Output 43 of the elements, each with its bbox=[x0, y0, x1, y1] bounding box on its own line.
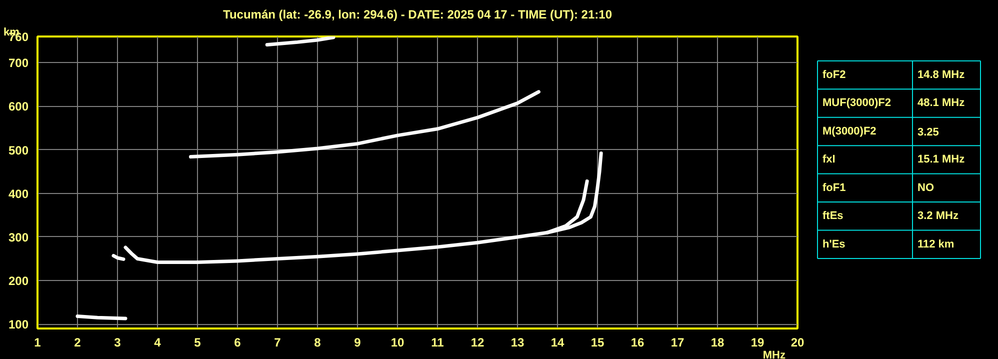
x-tick-label: 19 bbox=[750, 336, 764, 350]
x-tick-label: 20 bbox=[790, 336, 804, 350]
text: 112 km bbox=[918, 238, 954, 250]
x-tick-label: 3 bbox=[114, 336, 122, 350]
x-tick-label: 9 bbox=[354, 336, 362, 350]
x-tick-label: 15 bbox=[590, 336, 604, 350]
category-label: foF1 bbox=[822, 182, 846, 194]
x-tick-label: 5 bbox=[194, 336, 202, 350]
text: 3.25 bbox=[918, 126, 939, 138]
x-tick-label: 10 bbox=[390, 336, 404, 350]
y-tick-label: 300 bbox=[8, 230, 29, 244]
category-label: MUF(3000)F2 bbox=[822, 97, 891, 110]
category-label: h'Es bbox=[822, 238, 846, 250]
y-tick-label: 700 bbox=[8, 56, 29, 70]
category-label: M(3000)F2 bbox=[822, 125, 876, 138]
x-tick-label: 1 bbox=[34, 336, 42, 350]
y-tick-label: 400 bbox=[8, 186, 29, 201]
x-tick-label: 16 bbox=[630, 336, 644, 350]
x-tick-label: 4 bbox=[154, 336, 162, 350]
x-tick-label: 6 bbox=[234, 336, 242, 350]
text: 15.1 MHz bbox=[918, 154, 966, 166]
x-tick-label: 17 bbox=[670, 336, 684, 350]
category-label: ftEs bbox=[822, 210, 844, 222]
x-axis-title: MHz bbox=[762, 350, 786, 359]
x-tick-label: 13 bbox=[510, 336, 524, 350]
y-tick-label: 200 bbox=[8, 274, 29, 288]
x-tick-label: 2 bbox=[74, 336, 82, 350]
category-label: foF2 bbox=[822, 69, 846, 82]
text: 14.8 MHz bbox=[918, 69, 966, 82]
text: NO bbox=[918, 182, 934, 194]
x-tick-label: 8 bbox=[314, 336, 322, 350]
text: 3.2 MHz bbox=[918, 210, 959, 222]
text: 48.1 MHz bbox=[918, 97, 966, 110]
y-tick-label: 600 bbox=[8, 100, 29, 114]
x-tick-label: 12 bbox=[470, 336, 484, 350]
category-label: fxI bbox=[822, 154, 836, 166]
x-tick-label: 7 bbox=[274, 336, 282, 350]
y-tick-label: 500 bbox=[8, 143, 29, 158]
x-tick-label: 11 bbox=[431, 336, 444, 350]
chart-title: Tucumán (lat: -26.9, lon: 294.6) - DATE: 2025 04 17 - TIME (UT): 21:10 bbox=[223, 8, 612, 22]
y-tick-label: 100 bbox=[8, 318, 29, 332]
x-tick-label: 18 bbox=[710, 336, 724, 350]
x-tick-label: 14 bbox=[550, 336, 564, 350]
